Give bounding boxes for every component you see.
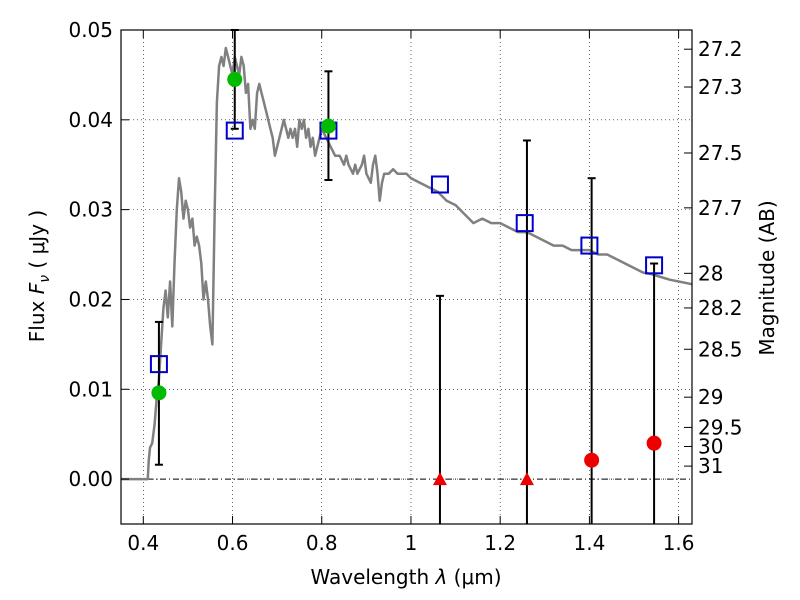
markers <box>149 71 664 486</box>
model-flux-square <box>580 236 599 255</box>
y2-tick-label: 29 <box>698 385 723 409</box>
y2-tick-label: 28 <box>698 261 723 285</box>
detection-point <box>320 118 336 134</box>
model-spectrum <box>121 46 693 481</box>
x-tick-label: 0.8 <box>306 531 338 555</box>
y-axis-label-unit: μJy <box>25 224 49 255</box>
plot-border <box>120 29 693 525</box>
x-axis-label: Wavelength λ (μm) <box>310 565 501 589</box>
y2-tick-label: 27.3 <box>698 75 743 99</box>
x-tick-label: 0.4 <box>127 531 159 555</box>
y-axis-label-prefix: Flux <box>25 294 49 342</box>
x-tick-label: 1 <box>405 531 418 555</box>
non-detection-point <box>646 435 662 451</box>
grid <box>121 29 692 524</box>
y2-tick-label: 30 <box>698 434 723 458</box>
y2-tick-label: 28.2 <box>698 296 743 320</box>
x-axis-label-unit: (μm) <box>447 565 501 589</box>
non-detection-triangle <box>519 472 534 486</box>
model-flux-square <box>149 355 168 374</box>
y-axis-label-subscript: ν <box>37 275 53 283</box>
x-tick-label: 1.6 <box>663 531 695 555</box>
y2-axis-label: Magnitude (AB) <box>755 200 779 355</box>
y-axis-label-paren-close: ) <box>25 210 49 224</box>
x-tick-label: 0.6 <box>217 531 249 555</box>
y-tick-label: 0.03 <box>68 198 113 222</box>
y2-tick-label: 31 <box>698 454 723 478</box>
model-flux-square <box>225 121 244 140</box>
y2-tick-label: 27.7 <box>698 196 743 220</box>
y-tick-label: 0.01 <box>68 377 113 401</box>
y2-tick-label: 27.5 <box>698 141 743 165</box>
detection-point <box>151 385 167 401</box>
x-tick-label: 1.4 <box>573 531 605 555</box>
model-flux-square <box>645 256 664 275</box>
error-bars <box>154 29 659 524</box>
y2-tick-label: 29.5 <box>698 415 743 439</box>
non-detection-point <box>584 452 600 468</box>
y-axis-label-symbol: F <box>25 282 49 294</box>
y-tick-label: 0.04 <box>68 108 113 132</box>
x-tick-label: 1.2 <box>484 531 516 555</box>
plot-frame <box>120 29 693 525</box>
model-flux-square <box>430 175 449 194</box>
non-detection-triangle <box>432 472 447 486</box>
model-spectrum-line <box>121 46 693 481</box>
tick-labels: 0.4 0.6 0.8 1 1.2 1.4 1.6 0.00 0.01 0.02 0.03 0.04 0… <box>68 18 742 555</box>
y-axis-label-paren-open: ( <box>25 254 49 275</box>
model-flux-square <box>515 214 534 233</box>
x-axis-label-symbol: λ <box>434 565 447 589</box>
y2-tick-label: 27.2 <box>698 37 743 61</box>
y-axis-label: Flux Fν ( μJy ) <box>25 210 53 342</box>
y-tick-label: 0.02 <box>68 287 113 311</box>
y2-tick-label: 28.5 <box>698 337 743 361</box>
y-tick-label: 0.05 <box>68 18 113 42</box>
y-tick-label: 0.00 <box>68 467 113 491</box>
x-axis-label-prefix: Wavelength <box>310 565 435 589</box>
ticks <box>121 29 692 524</box>
detection-point <box>227 71 243 87</box>
